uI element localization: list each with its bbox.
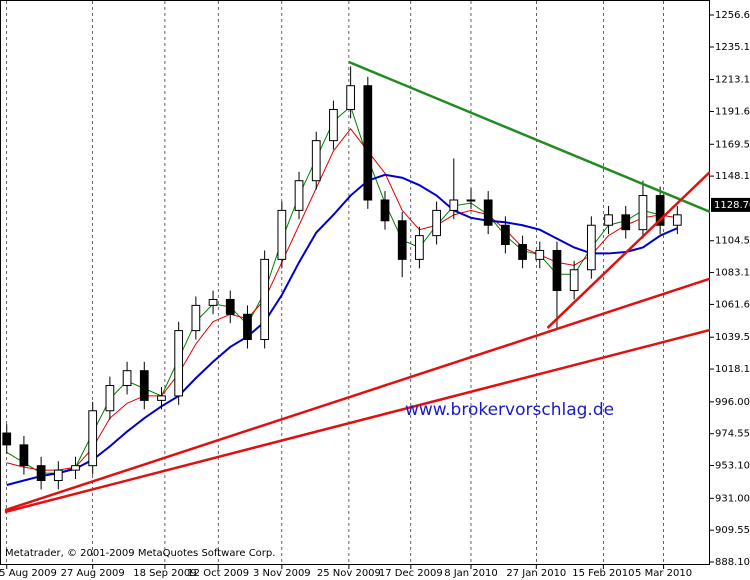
- y-tick-label: 1169.55: [715, 139, 750, 150]
- candle-body: [157, 395, 166, 401]
- trend-line: [4, 328, 710, 514]
- candle-body: [432, 209, 441, 237]
- candle-body: [397, 220, 407, 260]
- y-tick-label: 909.55: [715, 525, 750, 536]
- plot-area: [2, 60, 710, 514]
- candle-body: [191, 304, 201, 332]
- x-tick-label: 5 Mar 2010: [635, 568, 692, 579]
- y-tick-label: 1104.55: [715, 236, 750, 247]
- candle-body: [415, 235, 424, 260]
- y-tick-label: 1191.65: [715, 106, 750, 117]
- candle-body: [122, 370, 132, 387]
- y-tick-label: 1213.15: [715, 75, 750, 86]
- candle-body: [53, 469, 63, 482]
- watermark: www.brokervorschlag.de: [405, 400, 614, 420]
- x-tick-label: 8 Jan 2010: [444, 568, 498, 579]
- candle-body: [277, 209, 287, 260]
- candle-body: [346, 85, 355, 110]
- y-tick-label: 1039.55: [715, 332, 750, 343]
- y-tick-label: 1148.10: [715, 171, 750, 182]
- trend-line: [546, 171, 710, 329]
- x-tick-label: 17 Dec 2009: [379, 568, 443, 579]
- candle-body: [208, 298, 218, 306]
- axes: 1256.65 1235.10 1213.15 1191.65 1169.55 1148.…: [0, 10, 750, 579]
- x-tick-label: 15 Feb 2010: [572, 568, 634, 579]
- candle-body: [655, 195, 665, 226]
- candle-body: [466, 199, 476, 202]
- copyright: Metatrader, © 2001-2009 MetaQuotes Softw…: [5, 548, 275, 559]
- candle-body: [483, 199, 493, 226]
- last-price-box: [711, 197, 750, 212]
- x-tick-label: 5 Aug 2009: [0, 568, 57, 579]
- y-tick-label: 1235.10: [715, 42, 750, 53]
- candle-body: [518, 244, 527, 260]
- x-tick-label: 12 Oct 2009: [187, 568, 249, 579]
- plot-frame: [0, 0, 710, 565]
- moving-average: [6, 127, 678, 471]
- y-tick-label: 996.00: [715, 397, 750, 408]
- candle-body: [2, 432, 12, 446]
- last-price-label: 1128.70: [714, 200, 750, 211]
- y-tick-label: 888.10: [715, 557, 750, 568]
- candle-body: [501, 224, 510, 246]
- candle-body: [311, 140, 321, 182]
- candle-body: [604, 214, 613, 226]
- candle-body: [88, 410, 98, 467]
- candle-body: [294, 180, 304, 211]
- candle-body: [105, 385, 115, 412]
- y-tick-label: 974.55: [715, 429, 750, 440]
- y-tick-label: 1018.10: [715, 364, 750, 375]
- y-tick-label: 931.00: [715, 493, 750, 504]
- moving-average: [6, 173, 678, 486]
- x-tick-label: 25 Nov 2009: [317, 568, 381, 579]
- candle-body: [243, 313, 252, 341]
- candle-body: [586, 224, 596, 271]
- trend-line: [348, 60, 710, 214]
- x-tick-label: 27 Aug 2009: [61, 568, 125, 579]
- candle-body: [449, 199, 459, 211]
- candle-body: [621, 214, 631, 231]
- y-tick-label: 1061.65: [715, 299, 750, 310]
- y-tick-label: 1256.65: [715, 10, 750, 21]
- candle-body: [71, 465, 80, 471]
- candle-body: [139, 370, 149, 401]
- candle-body: [19, 444, 29, 467]
- candle-body: [260, 258, 270, 341]
- x-tick-label: 27 Jan 2010: [506, 568, 566, 579]
- candle-body: [672, 214, 682, 226]
- candle-body: [535, 249, 545, 260]
- trend-line: [4, 277, 710, 512]
- candle-body: [225, 298, 235, 315]
- x-tick-label: 18 Sep 2009: [133, 568, 196, 579]
- candle-body: [363, 85, 373, 201]
- candle-body: [174, 330, 184, 397]
- candle-body: [552, 249, 562, 292]
- candle-body: [36, 465, 46, 482]
- candle-body: [380, 199, 390, 222]
- candle-body: [638, 195, 648, 231]
- candle-body: [569, 269, 579, 292]
- moving-average: [6, 105, 678, 474]
- y-tick-label: 953.10: [715, 461, 750, 472]
- candle-body: [329, 108, 338, 142]
- x-tick-label: 3 Nov 2009: [253, 568, 311, 579]
- y-tick-label: 1083.10: [715, 268, 750, 279]
